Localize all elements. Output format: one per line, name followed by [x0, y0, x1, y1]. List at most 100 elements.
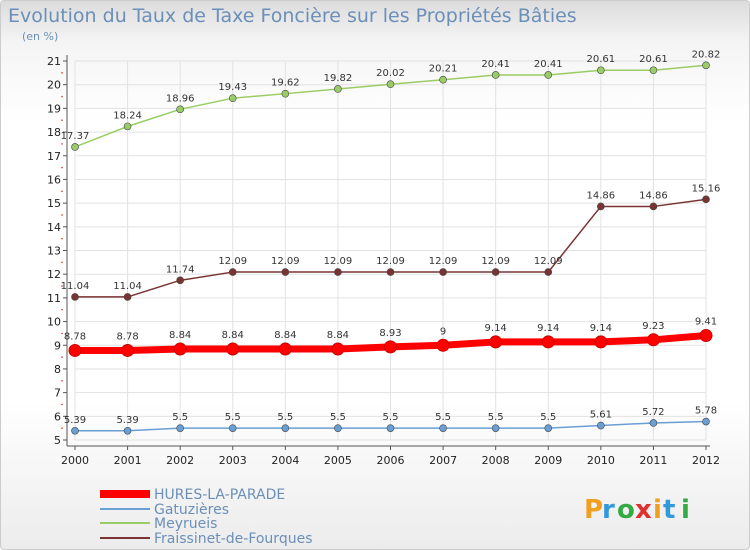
data-label: 15.16 [692, 183, 721, 194]
chart-title: Evolution du Taux de Taxe Foncière sur l… [8, 5, 577, 27]
y-tick-label: 8 [54, 363, 61, 376]
data-label: 5.5 [488, 412, 504, 423]
data-label: 8.78 [116, 331, 138, 342]
data-point [281, 89, 290, 98]
data-label: 8.84 [169, 330, 191, 341]
y-tick-label: 13 [47, 245, 61, 258]
x-tick-label: 2001 [114, 454, 142, 467]
x-tick-label: 2010 [587, 454, 615, 467]
y-minor-tick [61, 308, 63, 311]
data-label: 12.09 [324, 256, 353, 267]
y-tick-label: 11 [47, 292, 61, 305]
x-tick-label: 2012 [692, 454, 720, 467]
data-point [71, 143, 79, 151]
unit-label: (en %) [22, 30, 58, 43]
data-point [491, 424, 500, 432]
data-point [491, 268, 500, 276]
data-point [123, 293, 132, 301]
data-label: 12.09 [534, 256, 563, 267]
data-point [489, 335, 503, 349]
y-tick-label: 7 [54, 387, 61, 400]
data-label: 11.04 [113, 281, 142, 292]
logo-letter: i [653, 495, 662, 525]
y-tick-label: 9 [54, 339, 61, 352]
logo-letter: r [602, 495, 615, 525]
y-minor-tick [61, 214, 63, 216]
data-point [71, 426, 79, 435]
x-tick-label: 2006 [377, 454, 405, 467]
data-point [71, 293, 79, 301]
y-minor-tick [61, 379, 63, 382]
y-minor-tick [61, 119, 63, 122]
y-tick-label: 14 [47, 221, 61, 234]
data-label: 9.14 [485, 323, 507, 334]
legend-swatch [100, 490, 150, 498]
data-point [278, 342, 292, 356]
data-label: 12.09 [429, 256, 458, 267]
x-tick-label: 2002 [166, 454, 194, 467]
data-point [597, 66, 605, 75]
data-point [386, 424, 395, 432]
y-tick-label: 19 [47, 102, 61, 115]
data-label: 8.84 [222, 330, 244, 341]
data-point [491, 71, 500, 79]
data-label: 19.43 [218, 82, 247, 93]
axes: 5 6 7 8 9 10 11 12 13 14 15 16 17 18 19 20 21 2000 2001 200… [47, 55, 720, 467]
y-tick-label: 20 [47, 79, 61, 92]
data-label: 20.61 [587, 54, 616, 65]
data-point [334, 85, 342, 93]
data-point [384, 340, 397, 354]
data-point [702, 195, 710, 204]
logo-letter: t [663, 495, 675, 525]
data-point [702, 417, 710, 426]
data-label: 5.39 [64, 415, 86, 426]
legend-label: Meyrueis [154, 516, 217, 532]
data-point [702, 61, 710, 70]
legend-label: Gatuzières [154, 502, 229, 518]
y-tick-label: 18 [47, 126, 61, 139]
data-point [439, 268, 447, 276]
data-point [436, 338, 450, 352]
data-label: 20.02 [376, 68, 405, 79]
y-tick-label: 21 [47, 55, 61, 68]
data-point [386, 268, 395, 276]
data-label: 9 [440, 326, 446, 337]
data-point [646, 333, 660, 347]
data-label: 11.04 [61, 281, 90, 292]
data-label: 9.14 [537, 323, 559, 334]
data-label: 19.62 [271, 78, 300, 89]
data-label: 14.86 [639, 190, 668, 201]
legend-label: Fraissinet-de-Fourques [154, 531, 312, 547]
data-point [597, 421, 605, 430]
series-Fraissinet-de-Fourques: 11.04 11.04 11.74 12.09 12.09 12.09 12.09 12.09… [61, 183, 721, 301]
x-tick-label: 2003 [219, 454, 247, 467]
data-label: 20.82 [692, 49, 721, 60]
data-label: 20.21 [429, 64, 458, 75]
data-label: 8.93 [379, 328, 401, 339]
data-label: 5.5 [540, 412, 556, 423]
data-point [699, 329, 713, 343]
data-point [331, 342, 345, 356]
y-tick-label: 5 [54, 434, 61, 447]
data-label: 5.61 [590, 410, 612, 421]
data-point [123, 122, 132, 131]
y-minor-tick [61, 403, 63, 406]
y-minor-tick [61, 237, 63, 240]
grid [74, 60, 707, 441]
data-point [176, 424, 184, 432]
data-point [544, 424, 553, 432]
x-tick-label: 2005 [324, 454, 352, 467]
data-point [281, 424, 290, 432]
data-label: 12.09 [218, 256, 247, 267]
data-label: 5.5 [172, 412, 188, 423]
data-label: 9.41 [695, 317, 717, 328]
series-HURES-LA-PARADE: 8.78 8.78 8.84 8.84 8.84 8.84 8.93 9 9.14 9.14 9.1… [64, 317, 717, 357]
y-tick-label: 10 [47, 316, 61, 329]
data-point [228, 424, 237, 432]
series-Gatuzières: 5.39 5.39 5.5 5.5 5.5 5.5 5.5 5.5 5.5 5.5 5.61 5.72… [64, 406, 717, 435]
data-label: 9.14 [590, 323, 612, 334]
data-point [176, 105, 184, 114]
data-label: 5.39 [116, 415, 138, 426]
data-point [121, 343, 135, 357]
